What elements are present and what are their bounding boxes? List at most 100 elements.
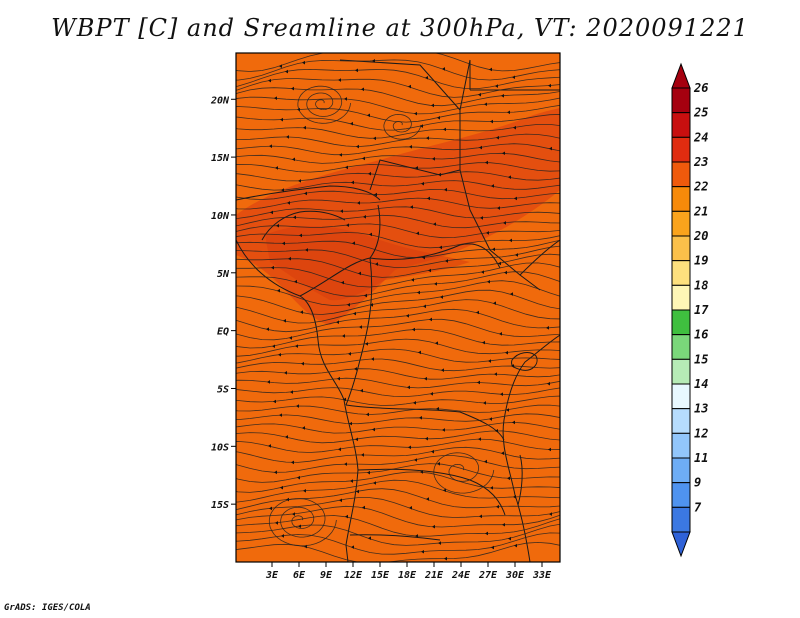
streamline-arrow xyxy=(478,92,481,97)
colorbar-label: 11 xyxy=(694,451,708,465)
streamline xyxy=(236,523,560,546)
streamline-arrow xyxy=(439,245,442,250)
streamline-arrow xyxy=(356,489,359,494)
colorbar-swatch-23 xyxy=(671,161,691,188)
streamline-arrow xyxy=(432,524,435,529)
lon-tick-label: 6E xyxy=(293,570,306,581)
streamline-arrow xyxy=(510,292,513,296)
streamline-arrow xyxy=(280,485,283,490)
streamline-arrow xyxy=(415,166,418,170)
streamline-arrow xyxy=(496,504,499,509)
colorbar-swatch-25 xyxy=(671,112,691,138)
streamline-arrow xyxy=(502,151,505,156)
colorbar-label: 18 xyxy=(694,278,708,292)
colorbar-top-arrow xyxy=(671,62,691,89)
streamline xyxy=(236,280,560,307)
streamline-arrow xyxy=(360,388,363,393)
streamline-arrow xyxy=(287,201,290,205)
streamline-arrow xyxy=(275,521,278,525)
streamline-arrow xyxy=(338,447,341,452)
lat-tick-label: EQ xyxy=(217,327,229,338)
streamline-arrow xyxy=(484,102,487,107)
streamline-arrow xyxy=(509,238,512,243)
streamline-arrow xyxy=(430,392,433,396)
streamline-arrow xyxy=(477,380,480,385)
lat-tick-label: 5S xyxy=(217,384,229,395)
streamline-arrow xyxy=(514,196,517,201)
streamline-arrow xyxy=(436,406,439,411)
latitude-axis: 20N 15N 10N 5N EQ 5S 10S 15S xyxy=(210,95,236,511)
colorbar-swatch-13 xyxy=(671,408,691,434)
west-coastline xyxy=(236,239,359,562)
streamline-arrow xyxy=(479,145,482,150)
colorbar-swatch-12 xyxy=(671,432,691,459)
streamline-arrow xyxy=(488,359,491,363)
streamline-arrow xyxy=(370,303,373,307)
streamline xyxy=(236,318,560,341)
streamline-arrow xyxy=(361,87,364,92)
streamline-arrow xyxy=(425,75,428,80)
streamline xyxy=(236,245,560,268)
streamline xyxy=(236,162,560,173)
streamline-arrow xyxy=(412,327,415,332)
streamline-arrow xyxy=(421,181,424,186)
lon-tick-label: 24E xyxy=(451,570,471,581)
streamline-arrow xyxy=(341,280,344,285)
lon-tick-label: 21E xyxy=(424,570,444,581)
streamline-arrow xyxy=(514,543,517,548)
colorbar-label: 21 xyxy=(693,204,708,218)
streamline-arrow xyxy=(295,344,298,348)
streamline-arrow xyxy=(409,144,412,149)
streamline-arrow xyxy=(505,350,508,355)
streamline-arrow xyxy=(274,470,277,475)
streamline xyxy=(236,421,560,434)
streamline-arrow xyxy=(336,320,339,325)
map-panel xyxy=(235,52,561,563)
streamline-arrow xyxy=(507,110,510,115)
streamline-arrow xyxy=(355,437,358,442)
streamline-arrow xyxy=(363,215,366,219)
streamline xyxy=(236,262,560,288)
streamline-arrow xyxy=(479,514,482,519)
lon-tick-label: 12E xyxy=(344,570,363,581)
streamline-arrow xyxy=(476,310,479,315)
streamlines xyxy=(236,53,560,562)
streamline-arrow xyxy=(347,303,350,307)
streamline-arrow xyxy=(285,69,288,74)
colorbar-swatch-16 xyxy=(671,334,691,360)
streamline-arrow xyxy=(546,326,549,330)
streamline-arrow xyxy=(435,341,438,345)
streamline-vortex xyxy=(268,498,337,547)
streamline-arrow xyxy=(507,476,510,481)
colorbar-swatch-18 xyxy=(671,284,691,311)
streamline-arrow xyxy=(494,372,497,376)
streamline-arrow xyxy=(285,435,288,439)
streamline-arrow xyxy=(268,78,271,83)
border-nigeria xyxy=(261,210,346,241)
streamline xyxy=(236,87,560,107)
lon-tick-label: 30E xyxy=(505,570,525,581)
streamline xyxy=(236,206,560,219)
streamline-arrow xyxy=(489,67,492,72)
streamline-arrow xyxy=(351,180,354,185)
east-coastline xyxy=(502,334,560,562)
map-frame xyxy=(235,52,561,563)
streamline-arrow xyxy=(342,334,345,338)
streamline-arrow xyxy=(366,412,369,417)
streamline-arrow xyxy=(495,429,498,433)
streamline xyxy=(236,358,560,372)
lon-tick-label: 9E xyxy=(320,570,333,581)
streamline-arrow xyxy=(284,371,287,375)
streamline-arrow xyxy=(411,278,414,282)
streamline-arrow xyxy=(481,270,484,274)
streamline-arrow xyxy=(549,512,552,516)
streamline-arrow xyxy=(413,401,416,405)
streamline-arrow xyxy=(352,241,355,246)
colorbar-label: 26 xyxy=(693,81,708,95)
streamline-arrow xyxy=(496,135,499,140)
streamline-arrow xyxy=(432,157,435,161)
streamline-arrow xyxy=(497,206,500,210)
colorbar-label: 25 xyxy=(693,106,708,120)
streamline-arrow xyxy=(406,314,409,318)
streamline-arrow xyxy=(485,531,488,536)
